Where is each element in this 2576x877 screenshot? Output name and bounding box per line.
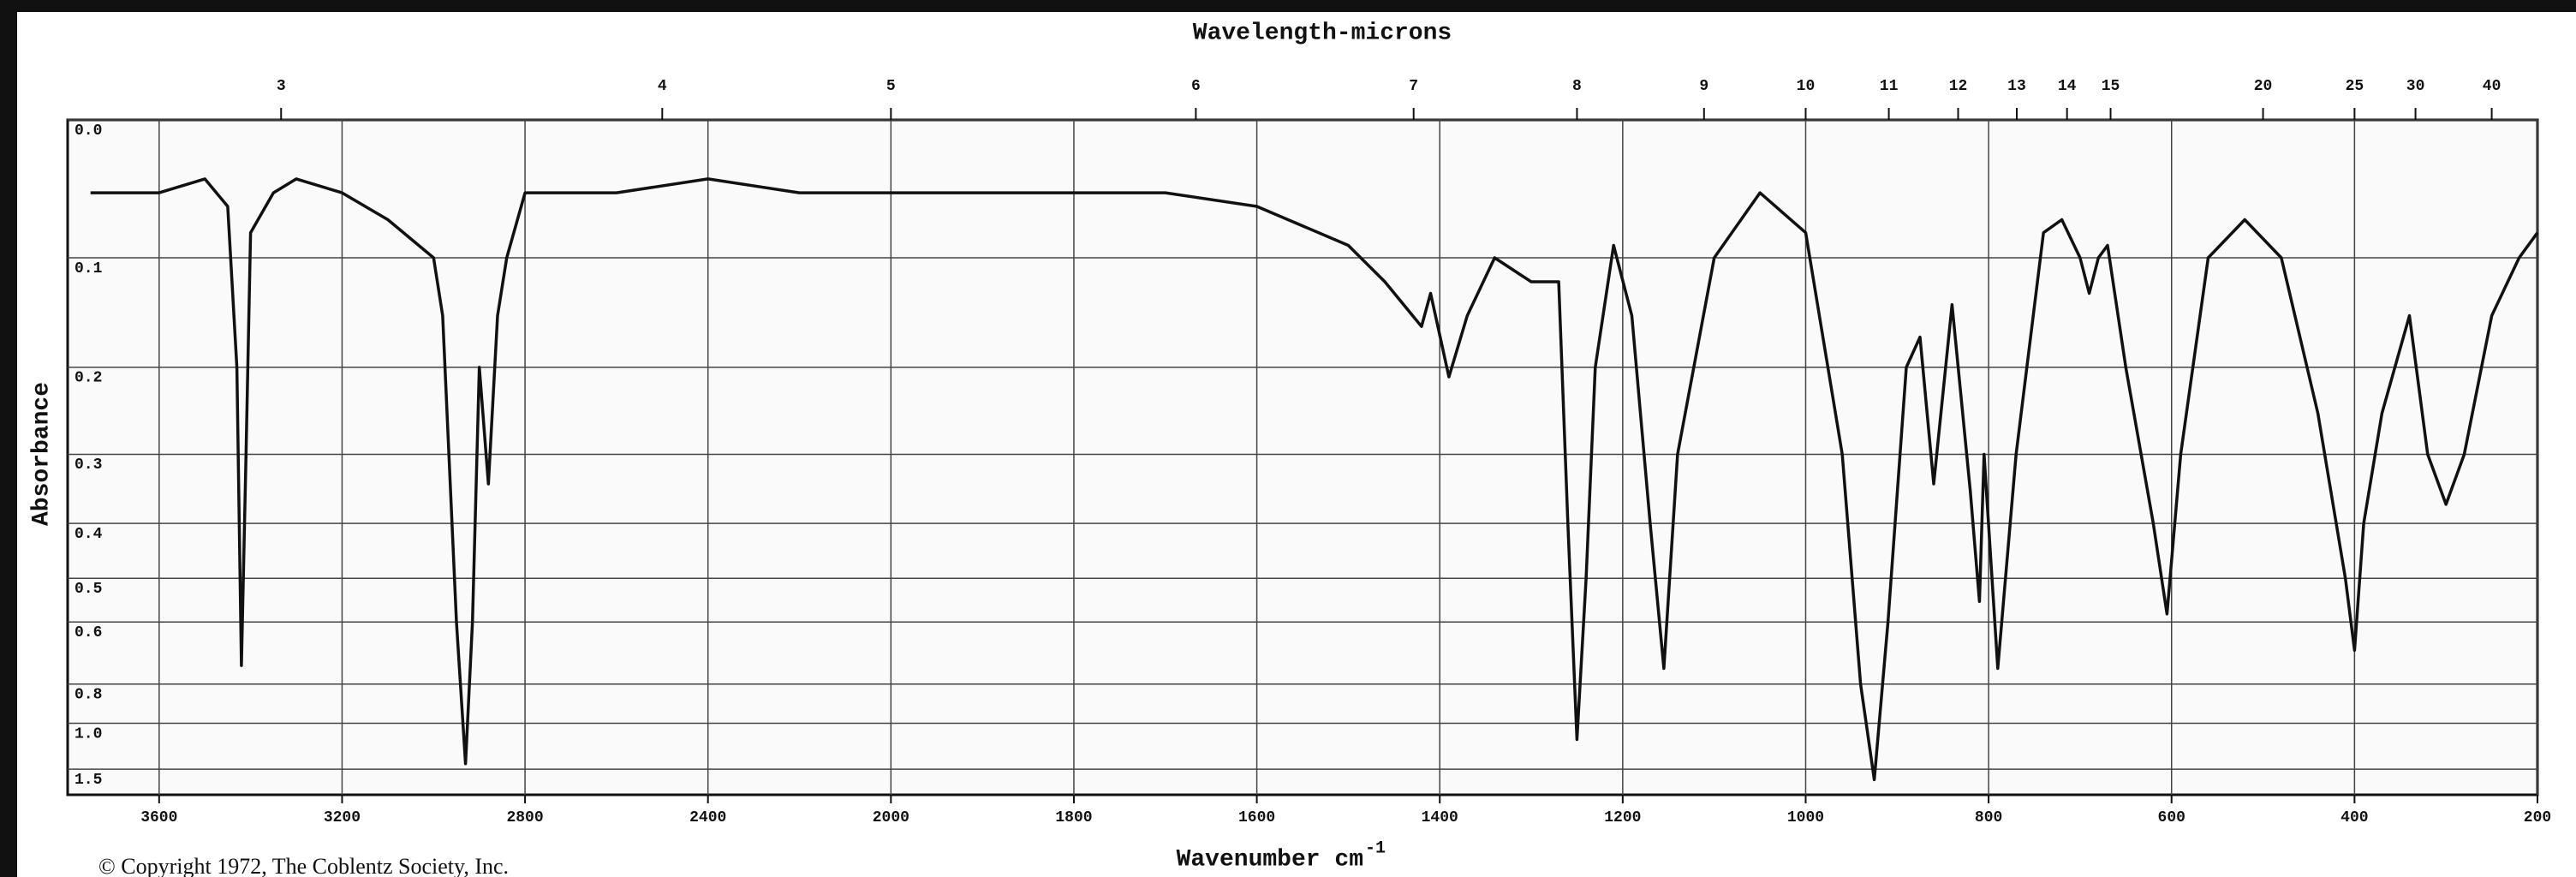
x-axis-label-exponent: -1 — [1365, 838, 1386, 858]
x2-tick-label: 10 — [1797, 78, 1816, 95]
x2-tick-label: 40 — [2483, 78, 2501, 95]
x-tick-label: 3200 — [324, 809, 361, 826]
y-tick-label: 0.5 — [75, 581, 102, 598]
x-tick-label: 1400 — [1422, 809, 1458, 826]
y-axis-label: Absorbance — [28, 382, 55, 526]
x-tick-label: 1200 — [1604, 809, 1641, 826]
y-tick-label: 0.0 — [75, 122, 102, 140]
x-tick-label: 2400 — [689, 809, 726, 826]
x-tick-label: 1000 — [1787, 809, 1824, 826]
x2-tick-label: 5 — [886, 78, 896, 95]
x-tick-label: 2000 — [873, 809, 909, 826]
y-tick-label: 0.1 — [75, 260, 103, 277]
x2-tick-label: 20 — [2254, 78, 2273, 95]
x-tick-label: 200 — [2524, 809, 2551, 826]
x2-tick-label: 25 — [2346, 78, 2364, 95]
x-tick-label: 600 — [2158, 809, 2185, 826]
scan-edge-top — [0, 0, 2576, 12]
y-tick-label: 1.5 — [75, 772, 102, 789]
y-tick-label: 1.0 — [75, 725, 102, 743]
x2-tick-label: 30 — [2406, 78, 2425, 95]
x2-tick-label: 7 — [1409, 78, 1418, 95]
copyright-note: © Copyright 1972, The Coblentz Society, … — [98, 854, 509, 877]
y-tick-label: 0.4 — [75, 526, 103, 543]
x-tick-label: 2800 — [506, 809, 543, 826]
x2-tick-label: 11 — [1880, 78, 1899, 95]
y-tick-label: 0.3 — [75, 456, 102, 474]
x-tick-label: 800 — [1975, 809, 2002, 826]
x2-tick-label: 4 — [658, 78, 667, 95]
y-tick-label: 0.6 — [75, 624, 102, 641]
x-tick-label: 400 — [2340, 809, 2368, 826]
plot-frame — [66, 118, 2539, 796]
y-tick-label: 0.8 — [75, 687, 102, 704]
x2-tick-label: 3 — [277, 78, 286, 95]
spectrum-line — [90, 177, 2539, 782]
x2-tick-label: 6 — [1191, 78, 1201, 95]
x2-tick-label: 14 — [2058, 78, 2077, 95]
x2-tick-label: 12 — [1949, 78, 1968, 95]
x-tick-label: 3600 — [140, 809, 177, 826]
x-axis-label: Wavenumber cm — [1177, 846, 1363, 873]
x2-tick-label: 13 — [2007, 78, 2026, 95]
y-tick-label: 0.2 — [75, 370, 102, 387]
chart-title: Wavelength-microns — [1193, 20, 1452, 46]
scan-edge-left — [0, 0, 17, 877]
x2-tick-label: 9 — [1699, 78, 1708, 95]
x2-tick-label: 15 — [2102, 78, 2120, 95]
x-tick-label: 1600 — [1238, 809, 1275, 826]
x-tick-label: 1800 — [1055, 809, 1092, 826]
x2-tick-label: 8 — [1572, 78, 1582, 95]
